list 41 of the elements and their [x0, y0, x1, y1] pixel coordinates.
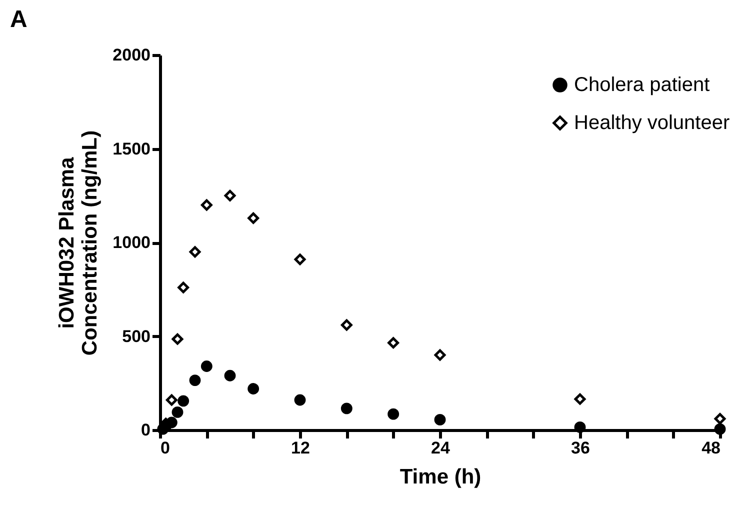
point	[714, 423, 726, 435]
point	[714, 413, 726, 424]
point	[248, 212, 260, 224]
y-tick-label: 0	[141, 420, 150, 440]
y-tick-label: 500	[122, 326, 150, 346]
point	[574, 393, 586, 405]
legend-label: Cholera patient	[574, 74, 710, 96]
x-tick-label: 24	[431, 438, 450, 458]
point	[224, 190, 236, 202]
point	[434, 349, 446, 361]
point	[388, 408, 400, 420]
point	[200, 199, 212, 211]
y-tick-label: 2000	[112, 46, 150, 64]
point	[172, 333, 184, 345]
legend-label: Healthy volunteer	[574, 112, 730, 134]
x-tick-label: 12	[291, 438, 310, 458]
point	[166, 394, 178, 406]
point	[189, 246, 201, 258]
point	[189, 374, 201, 386]
point	[248, 383, 260, 394]
point	[178, 282, 190, 294]
point	[166, 416, 178, 428]
point	[294, 254, 306, 266]
y-tick-label: 1500	[112, 139, 150, 158]
chart-title: A	[10, 6, 28, 33]
point	[172, 406, 184, 418]
point	[294, 394, 306, 406]
y-tick-label: 1000	[112, 233, 150, 252]
point	[224, 370, 236, 382]
x-tick-label: 48	[702, 438, 720, 458]
x-tick-label: 36	[571, 438, 590, 458]
point	[388, 337, 400, 349]
point	[340, 402, 352, 414]
x-tick-label: 0	[160, 438, 170, 458]
x-axis-title: Time (h)	[400, 466, 482, 488]
point	[340, 319, 352, 331]
point	[178, 395, 190, 407]
y-axis-title: iOWH032 Plasma Concentration (ng/mL)	[56, 130, 102, 356]
point	[434, 414, 446, 426]
point	[574, 421, 586, 433]
point	[200, 360, 212, 372]
